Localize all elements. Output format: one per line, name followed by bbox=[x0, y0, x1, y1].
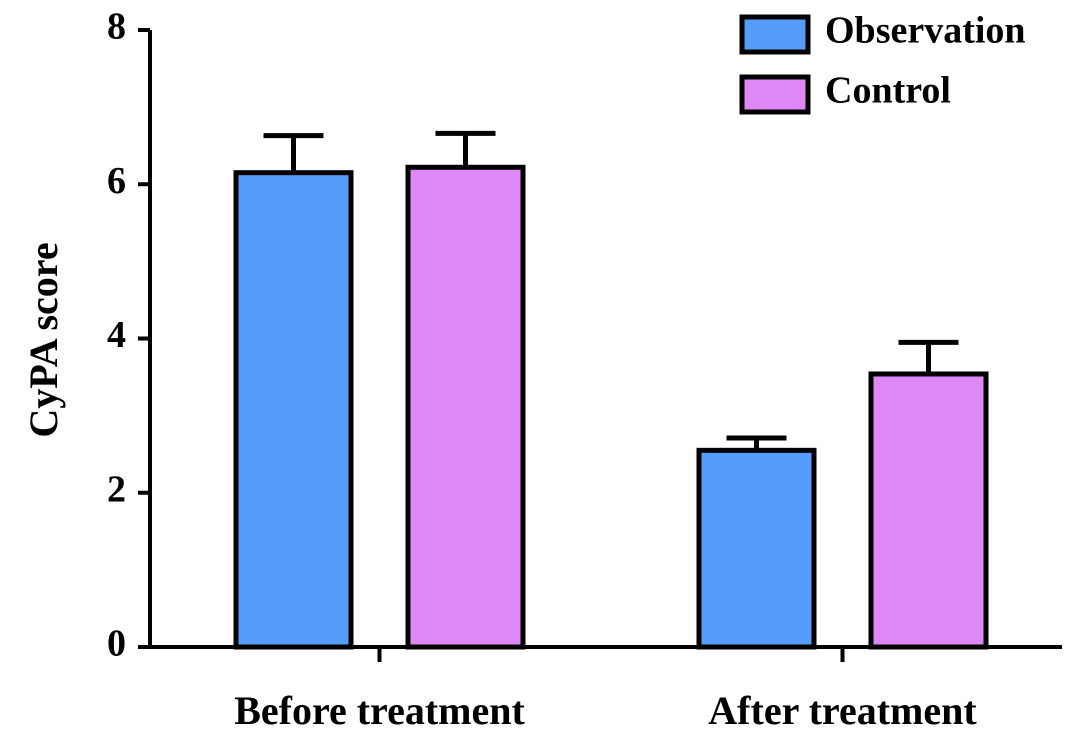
legend-swatch bbox=[739, 74, 811, 115]
y-axis-label: CyPA score bbox=[21, 242, 66, 437]
y-tick-label: 8 bbox=[107, 6, 126, 48]
x-tick-label: After treatment bbox=[708, 688, 977, 733]
bar bbox=[405, 164, 526, 650]
x-tick-label: Before treatment bbox=[234, 688, 525, 733]
bar bbox=[233, 170, 354, 650]
y-tick-label: 4 bbox=[107, 314, 126, 356]
legend-swatch bbox=[739, 14, 811, 55]
y-tick-label: 6 bbox=[107, 160, 126, 202]
bar bbox=[696, 447, 817, 650]
bar bbox=[868, 371, 989, 650]
y-tick-label: 0 bbox=[107, 623, 126, 665]
legend-label: Control bbox=[825, 70, 951, 112]
legend-label: Observation bbox=[825, 10, 1026, 52]
y-tick-label: 2 bbox=[107, 468, 126, 510]
